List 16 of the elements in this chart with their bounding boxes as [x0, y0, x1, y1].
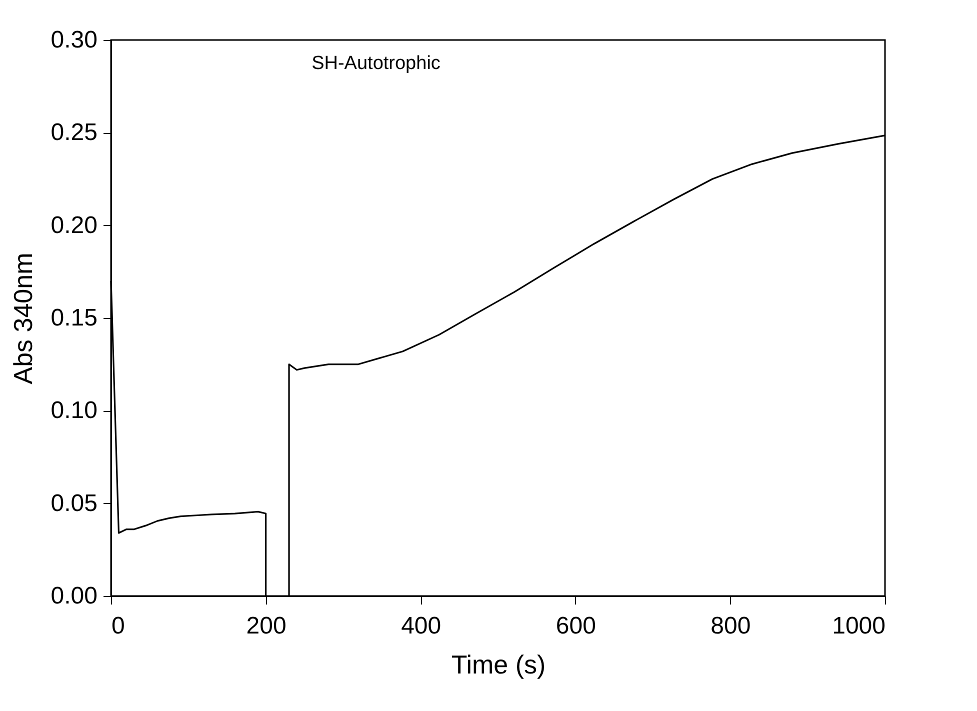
x-tick-label: 0: [112, 612, 125, 640]
y-tick-label: 0.05: [50, 490, 98, 517]
x-tick-label: 800: [710, 612, 751, 640]
y-tick-label: 0.20: [50, 212, 98, 239]
y-tick-label: 0.10: [50, 397, 98, 424]
annotation: SH-Autotrophic: [312, 53, 440, 74]
y-axis-title: Abs 340nm: [8, 252, 38, 384]
x-tick-label: 600: [556, 612, 596, 640]
y-tick-label: 0.00: [50, 582, 98, 610]
y-tick-label: 0.30: [50, 26, 98, 54]
x-tick-label: 200: [246, 612, 286, 640]
x-axis-title: Time (s): [451, 650, 546, 680]
y-tick-label: 0.15: [50, 304, 98, 332]
x-tick-label: 400: [401, 612, 442, 640]
y-tick-label: 0.25: [50, 119, 98, 146]
x-tick-label: 1000: [832, 612, 886, 640]
